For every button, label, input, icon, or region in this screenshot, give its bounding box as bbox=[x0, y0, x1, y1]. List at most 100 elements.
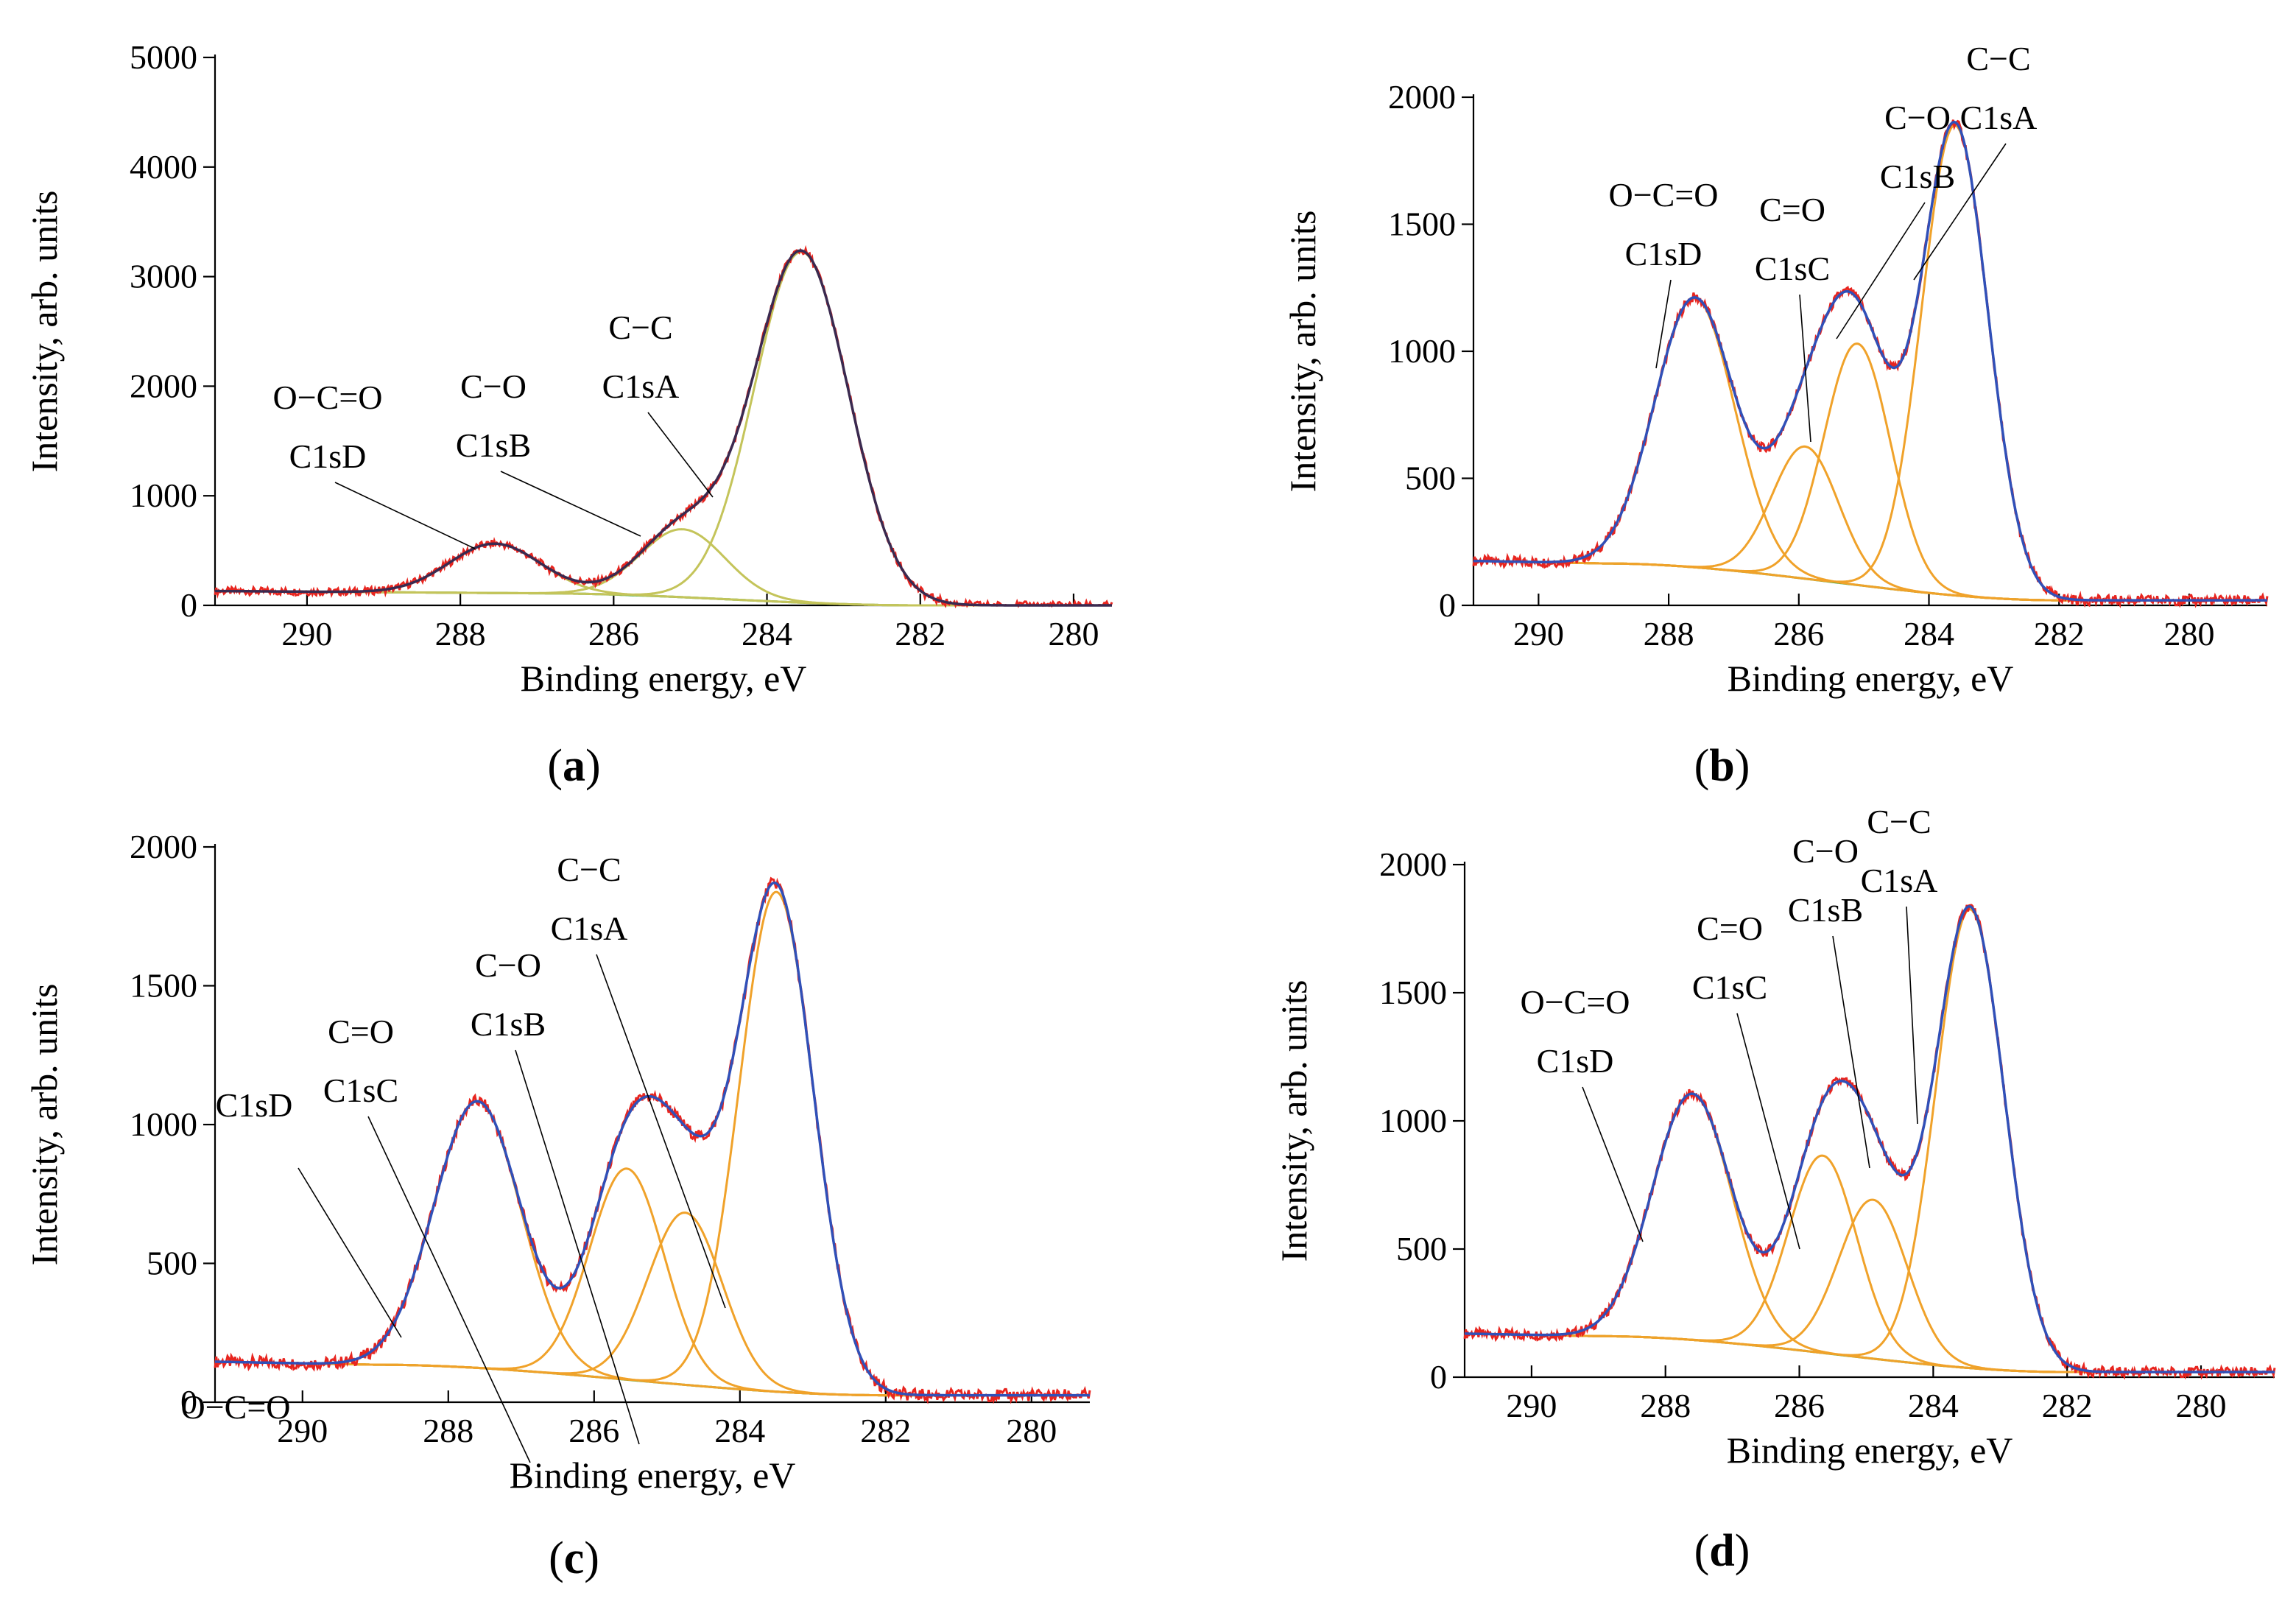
y-tick-label: 5000 bbox=[130, 38, 197, 76]
leader-line-C1sB bbox=[1832, 935, 1870, 1169]
x-tick-label: 284 bbox=[1908, 1387, 1959, 1424]
panel-label: (d) bbox=[1694, 1526, 1750, 1576]
x-tick-label: 286 bbox=[568, 1412, 619, 1449]
chart-panel-b: 0 500 1000 1500 2000 290 288 286 284 282 280 Bindin… bbox=[1148, 0, 2296, 800]
x-tick-label: 286 bbox=[1773, 615, 1824, 652]
peak-label-C1sC: C1sC bbox=[1755, 250, 1830, 287]
peak-label-C1sC-bond: C=O bbox=[328, 1013, 394, 1050]
y-tick-label: 1000 bbox=[130, 1105, 197, 1143]
x-axis-label: Binding energy, eV bbox=[510, 1454, 796, 1496]
peak-label-C1sB-bond: C−O bbox=[460, 367, 527, 405]
x-tick-label: 286 bbox=[1774, 1387, 1825, 1424]
leader-line-C1sC bbox=[367, 1116, 531, 1463]
x-tick-label: 282 bbox=[2042, 1387, 2093, 1424]
x-tick-label: 282 bbox=[860, 1412, 911, 1449]
y-tick-label: 500 bbox=[147, 1245, 197, 1282]
peak-label-C1sA-bond: C−C bbox=[1867, 803, 1931, 840]
y-tick-label: 0 bbox=[1430, 1358, 1447, 1396]
y-axis-label: Intensity, arb. units bbox=[1282, 211, 1323, 493]
y-tick-label: 500 bbox=[1396, 1230, 1447, 1267]
y-tick-label: 0 bbox=[1439, 586, 1456, 624]
leader-line-C1sA bbox=[1906, 906, 1918, 1125]
peak-label-C1sA: C1sA bbox=[1861, 862, 1938, 899]
y-axis-label: Intensity, arb. units bbox=[24, 984, 65, 1266]
peak-label-C1sB: C1sB bbox=[1788, 891, 1863, 929]
peak-label-C1sD-bond: O−C=O bbox=[1520, 983, 1630, 1021]
y-tick-label: 1000 bbox=[130, 476, 197, 514]
x-tick-label: 280 bbox=[2163, 615, 2214, 652]
peak-label-C1sD: C1sD bbox=[1537, 1042, 1614, 1080]
leader-line-C1sC bbox=[1736, 1013, 1800, 1250]
peak-label-C1sD: C1sD bbox=[216, 1086, 293, 1124]
leader-line-C1sD bbox=[334, 482, 476, 549]
envelope-fit-line bbox=[215, 249, 1112, 607]
component-peak-C1sC bbox=[1464, 1154, 2275, 1373]
leader-line-C1sA bbox=[596, 954, 726, 1309]
y-tick-label: 1000 bbox=[1388, 332, 1456, 370]
y-tick-label: 4000 bbox=[130, 148, 197, 186]
peak-label-C1sB: C1sB bbox=[456, 426, 531, 464]
x-tick-label: 290 bbox=[277, 1412, 328, 1449]
component-peak-C1sB bbox=[215, 528, 1112, 607]
chart-c: 0 500 1000 1500 2000 290 288 286 284 282 280 Bindin… bbox=[24, 828, 1091, 1583]
y-tick-label: 1500 bbox=[1379, 974, 1447, 1011]
x-tick-label: 288 bbox=[1644, 615, 1694, 652]
x-tick-label: 280 bbox=[1048, 615, 1099, 652]
panel-label: (b) bbox=[1694, 741, 1750, 791]
leader-line-C1sD bbox=[1655, 279, 1672, 369]
peak-label-C1sD-bond: O−C=O bbox=[180, 1388, 290, 1426]
chart-panel-d: 0 500 1000 1500 2000 290 288 286 284 282 280 Bindin… bbox=[1148, 800, 2296, 1600]
component-peak-C1sA bbox=[215, 890, 1090, 1397]
component-peak-C1sB bbox=[1464, 1198, 2275, 1373]
envelope-fit-line bbox=[215, 881, 1090, 1397]
y-tick-label: 0 bbox=[180, 1383, 197, 1421]
peak-label-C1sC-bond: C=O bbox=[1697, 910, 1763, 947]
peak-label-C1sD: C1sD bbox=[1625, 235, 1702, 272]
experimental-line bbox=[214, 245, 1113, 609]
x-tick-label: 280 bbox=[1006, 1412, 1057, 1449]
peak-label-C1sB: C1sB bbox=[471, 1005, 546, 1043]
leader-line-C1sA bbox=[1913, 143, 2007, 281]
peak-label-C1sA: C1sA bbox=[1960, 99, 2038, 136]
y-tick-label: 1500 bbox=[130, 967, 197, 1005]
y-tick-label: 1000 bbox=[1379, 1102, 1447, 1139]
peak-label-C1sA: C1sA bbox=[551, 910, 628, 947]
x-tick-label: 280 bbox=[2176, 1387, 2227, 1424]
x-tick-label: 284 bbox=[714, 1412, 765, 1449]
component-peak-C1sB bbox=[1473, 342, 2267, 602]
leader-line-C1sB bbox=[500, 471, 641, 537]
x-tick-label: 290 bbox=[1513, 615, 1564, 652]
peak-label-C1sA-bond: C−C bbox=[1966, 40, 2030, 77]
component-peak-C1sC bbox=[1473, 445, 2267, 602]
y-tick-label: 2000 bbox=[1379, 845, 1447, 883]
x-tick-label: 286 bbox=[588, 615, 639, 652]
component-peak-C1sA bbox=[1464, 908, 2275, 1373]
x-axis-label: Binding energy, eV bbox=[1727, 1429, 2013, 1471]
experimental-line bbox=[214, 876, 1091, 1404]
y-tick-label: 2000 bbox=[1388, 78, 1456, 116]
x-tick-label: 290 bbox=[1506, 1387, 1557, 1424]
chart-panel-c: 0 500 1000 1500 2000 290 288 286 284 282 280 Bindin… bbox=[0, 800, 1148, 1600]
experimental-line bbox=[1463, 904, 2276, 1380]
x-tick-label: 282 bbox=[2034, 615, 2085, 652]
x-tick-label: 288 bbox=[435, 615, 486, 652]
x-tick-label: 288 bbox=[423, 1412, 473, 1449]
y-tick-label: 1500 bbox=[1388, 205, 1456, 243]
x-tick-label: 282 bbox=[895, 615, 945, 652]
background-line bbox=[215, 590, 1112, 607]
peak-label-C1sD-bond: O−C=O bbox=[1608, 176, 1718, 214]
x-axis-label: Binding energy, eV bbox=[1728, 658, 2014, 699]
peak-label-C1sD: C1sD bbox=[289, 437, 367, 475]
chart-d: 0 500 1000 1500 2000 290 288 286 284 282 280 Bindin… bbox=[1273, 803, 2276, 1576]
y-tick-label: 500 bbox=[1405, 460, 1456, 497]
peak-label-C1sD-bond: O−C=O bbox=[272, 379, 382, 416]
x-tick-label: 284 bbox=[742, 615, 792, 652]
peak-label-C1sB-bond: C−O bbox=[1884, 99, 1951, 136]
peak-label-C1sA-bond: C−C bbox=[608, 309, 672, 346]
panel-label: (a) bbox=[547, 741, 600, 791]
leader-line-C1sD bbox=[1582, 1086, 1644, 1242]
envelope-fit-line bbox=[1464, 905, 2275, 1373]
peak-label-C1sA-bond: C−C bbox=[557, 851, 621, 888]
component-peak-C1sB bbox=[215, 1211, 1090, 1397]
x-tick-label: 288 bbox=[1640, 1387, 1691, 1424]
